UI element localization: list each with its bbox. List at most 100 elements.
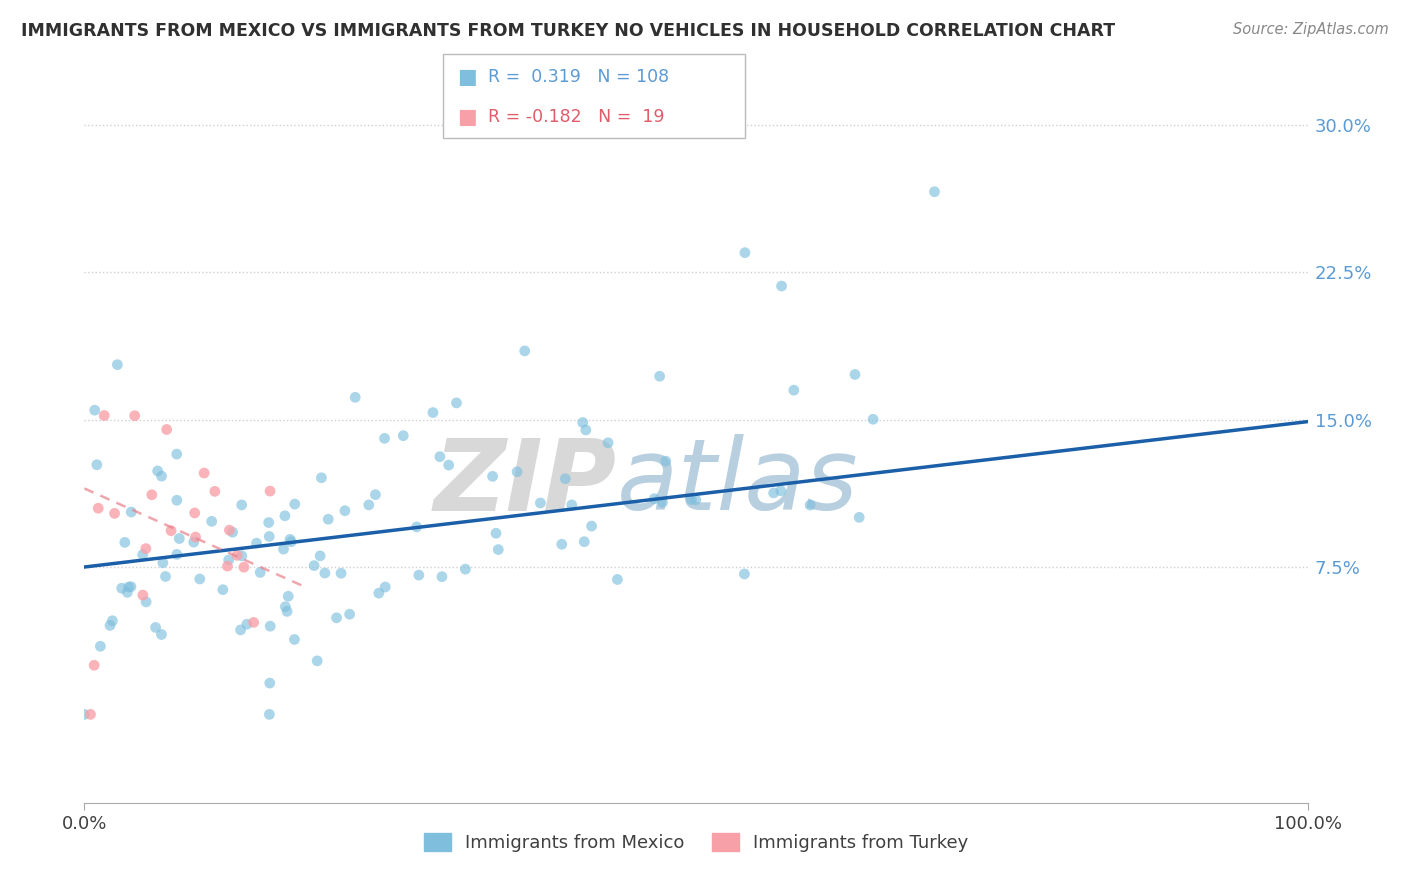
Point (314, 566, 336, 580)
Point (485, 526, 508, 541)
Point (166, 548, 188, 562)
Point (141, 488, 163, 502)
Point (152, 556, 174, 570)
Point (685, 492, 707, 507)
Point (83, 403, 105, 417)
Point (259, 676, 281, 690)
Point (422, 406, 444, 420)
Point (114, 535, 136, 549)
Point (131, 548, 153, 562)
Point (769, 483, 792, 498)
Point (862, 412, 884, 426)
Point (596, 435, 619, 450)
Point (651, 495, 673, 509)
Point (325, 611, 347, 625)
Point (374, 431, 396, 445)
Point (188, 572, 211, 586)
Point (231, 549, 253, 563)
Point (681, 492, 703, 507)
Point (581, 519, 603, 533)
Point (302, 558, 325, 573)
Text: R =  0.319   N = 108: R = 0.319 N = 108 (488, 69, 669, 87)
Point (231, 498, 253, 512)
Text: ■: ■ (457, 67, 477, 87)
Point (117, 585, 139, 599)
Point (169, 532, 191, 546)
Point (274, 599, 297, 614)
Point (278, 533, 301, 547)
Point (135, 595, 157, 609)
Point (606, 573, 628, 587)
Point (924, 185, 946, 199)
Point (259, 707, 281, 722)
Point (120, 580, 142, 594)
Point (733, 566, 755, 581)
Point (529, 496, 551, 510)
Point (848, 510, 870, 524)
Point (184, 530, 207, 544)
Point (357, 498, 380, 512)
Point (408, 568, 430, 582)
Text: ZIP: ZIP (433, 434, 616, 532)
Point (762, 486, 785, 500)
Point (193, 466, 215, 480)
Point (221, 525, 243, 540)
Point (150, 469, 173, 483)
Text: IMMIGRANTS FROM MEXICO VS IMMIGRANTS FROM TURKEY NO VEHICLES IN HOUSEHOLD CORREL: IMMIGRANTS FROM MEXICO VS IMMIGRANTS FRO… (21, 22, 1115, 40)
Point (437, 458, 460, 472)
Text: R = -0.182   N =  19: R = -0.182 N = 19 (488, 108, 665, 126)
Text: Source: ZipAtlas.com: Source: ZipAtlas.com (1233, 22, 1389, 37)
Point (277, 589, 299, 603)
Point (643, 491, 665, 506)
Point (73, 707, 96, 722)
Point (229, 623, 252, 637)
Point (571, 416, 593, 430)
Point (120, 505, 142, 519)
Point (259, 619, 281, 633)
Text: atlas: atlas (616, 434, 858, 532)
Point (204, 484, 226, 499)
Point (232, 560, 254, 574)
Point (150, 627, 173, 641)
Point (201, 514, 224, 528)
Point (799, 498, 821, 512)
Point (274, 508, 297, 523)
Point (111, 581, 134, 595)
Point (574, 534, 596, 549)
Point (844, 368, 866, 382)
Point (734, 245, 756, 260)
Point (481, 469, 503, 483)
Point (103, 507, 125, 521)
Point (218, 523, 240, 537)
Point (101, 614, 124, 628)
Point (770, 279, 793, 293)
Point (506, 465, 529, 479)
Point (249, 566, 271, 580)
Point (183, 535, 205, 549)
Point (364, 488, 387, 502)
Point (259, 529, 281, 543)
Point (183, 506, 205, 520)
Point (513, 343, 536, 358)
Point (135, 541, 157, 556)
Point (79, 707, 101, 722)
Point (145, 620, 167, 634)
Point (245, 536, 267, 550)
Point (89, 640, 111, 654)
Point (166, 447, 188, 461)
Point (561, 498, 583, 512)
Point (554, 472, 576, 486)
Point (212, 582, 235, 597)
Point (429, 450, 451, 464)
Point (309, 549, 332, 563)
Point (257, 516, 280, 530)
Point (146, 464, 169, 478)
Point (86, 458, 108, 472)
Point (655, 454, 678, 468)
Point (236, 617, 259, 632)
Point (217, 559, 239, 574)
Point (156, 422, 179, 436)
Point (446, 396, 468, 410)
Point (98, 618, 121, 632)
Point (226, 549, 249, 563)
